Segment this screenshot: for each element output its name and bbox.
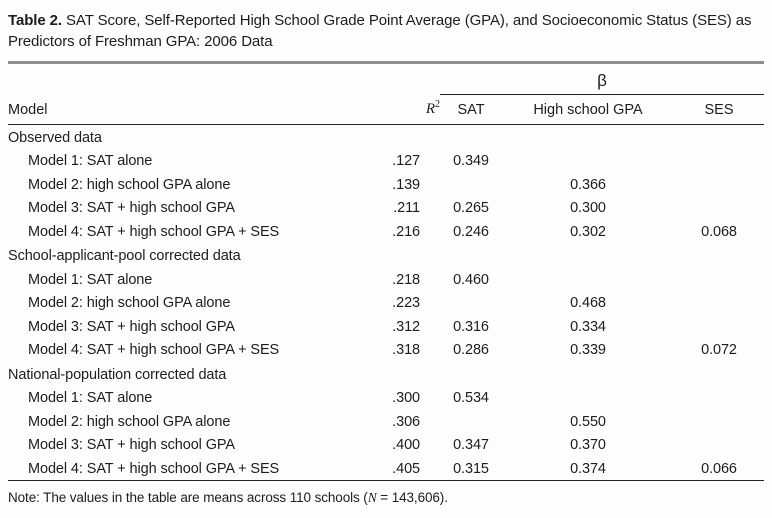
model-label: Model 1: SAT alone (28, 271, 153, 288)
section-label: National-population corrected data (8, 366, 227, 383)
table-caption: Table 2. SAT Score, Self-Reported High S… (8, 10, 764, 52)
r2-value: .223 (392, 295, 420, 312)
ses-beta-value: 0.068 (701, 223, 737, 240)
table-row: Model 3: SAT + high school GPA .312 0.31… (8, 315, 764, 339)
table-note: Note: The values in the table are means … (8, 481, 764, 506)
column-header-row: Model R2 SAT High school GPA SES (8, 94, 765, 125)
r2-value: .139 (392, 176, 420, 193)
column-header-r2: R2 (360, 94, 440, 125)
hsgpa-beta-value: 0.334 (570, 318, 606, 335)
sat-beta-value: 0.347 (453, 437, 489, 454)
ses-beta-value (674, 196, 764, 220)
sat-beta-value: 0.315 (453, 460, 489, 477)
ses-beta-value (674, 315, 764, 339)
section-label: School-applicant-pool corrected data (8, 248, 241, 265)
hsgpa-beta-value: 0.468 (570, 295, 606, 312)
model-label: Model 2: high school GPA alone (28, 413, 231, 430)
hsgpa-beta-value (502, 386, 674, 410)
column-header-sat: SAT (440, 94, 502, 125)
ses-beta-value (674, 173, 764, 197)
model-label: Model 4: SAT + high school GPA + SES (28, 342, 280, 359)
hsgpa-beta-value: 0.302 (570, 223, 606, 240)
model-label: Model 2: high school GPA alone (28, 295, 231, 312)
sat-beta-value: 0.460 (453, 271, 489, 288)
ses-beta-value: 0.066 (701, 460, 737, 477)
model-label: Model 3: SAT + high school GPA (28, 200, 235, 217)
r2-value: .400 (392, 437, 420, 454)
model-label: Model 1: SAT alone (28, 390, 153, 407)
hsgpa-beta-value (502, 268, 674, 292)
model-label: Model 4: SAT + high school GPA + SES (28, 460, 280, 477)
hsgpa-beta-value: 0.550 (570, 413, 606, 430)
ses-beta-value (674, 386, 764, 410)
note-text-prefix: Note: The values in the table are means … (8, 490, 368, 506)
column-header-hsgpa: High school GPA (502, 94, 674, 125)
model-label: Model 3: SAT + high school GPA (28, 437, 235, 454)
column-header-ses: SES (674, 94, 765, 125)
table-row: Model 1: SAT alone .218 0.460 (8, 268, 764, 292)
table-row: Model 4: SAT + high school GPA + SES .31… (8, 338, 764, 362)
hsgpa-beta-value (502, 149, 674, 173)
table-number-label: Table 2. (8, 12, 62, 29)
section-label: Observed data (8, 129, 102, 146)
model-label: Model 2: high school GPA alone (28, 176, 231, 193)
section-row: Observed data (8, 124, 764, 149)
table-row: Model 1: SAT alone .127 0.349 (8, 149, 764, 173)
sat-beta-value: 0.316 (453, 318, 489, 335)
table-caption-text: SAT Score, Self-Reported High School Gra… (8, 12, 752, 50)
model-label: Model 3: SAT + high school GPA (28, 318, 235, 335)
ses-beta-value (674, 291, 764, 315)
model-label: Model 1: SAT alone (28, 153, 153, 170)
ses-beta-value (674, 433, 764, 457)
hsgpa-beta-value: 0.366 (570, 176, 606, 193)
model-label: Model 4: SAT + high school GPA + SES (28, 223, 280, 240)
beta-spanner-row: β (8, 63, 765, 95)
sat-beta-value: 0.534 (453, 390, 489, 407)
sat-beta-value (440, 410, 502, 434)
r2-value: .216 (392, 223, 420, 240)
table-row: Model 4: SAT + high school GPA + SES .21… (8, 220, 764, 244)
sat-beta-value (440, 173, 502, 197)
r2-value: .312 (392, 318, 420, 335)
sat-beta-value: 0.286 (453, 342, 489, 359)
hsgpa-beta-value: 0.300 (570, 200, 606, 217)
column-header-model: Model (8, 94, 360, 125)
r2-value: .405 (392, 460, 420, 477)
r2-value: .318 (392, 342, 420, 359)
ses-beta-value (674, 149, 764, 173)
table-row: Model 4: SAT + high school GPA + SES .40… (8, 457, 764, 481)
table-row: Model 3: SAT + high school GPA .400 0.34… (8, 433, 764, 457)
ses-beta-value (674, 268, 764, 292)
hsgpa-beta-value: 0.339 (570, 342, 606, 359)
beta-spanner-spacer (8, 64, 440, 95)
r2-symbol: R (425, 100, 435, 117)
table-row: Model 3: SAT + high school GPA .211 0.26… (8, 196, 764, 220)
hsgpa-beta-value: 0.370 (570, 437, 606, 454)
n-symbol: N (367, 490, 377, 506)
sat-beta-value: 0.349 (453, 153, 489, 170)
sat-beta-value: 0.265 (453, 200, 489, 217)
table-row: Model 2: high school GPA alone .306 0.55… (8, 410, 764, 434)
sat-beta-value: 0.246 (453, 223, 489, 240)
r2-value: .306 (392, 413, 420, 430)
results-table: β Model R2 SAT High school GPA SES Obser… (8, 63, 765, 482)
table-row: Model 2: high school GPA alone .223 0.46… (8, 291, 764, 315)
table-row: Model 1: SAT alone .300 0.534 (8, 386, 764, 410)
r2-value: .300 (392, 390, 420, 407)
top-rule (8, 61, 764, 64)
r2-exponent: 2 (435, 99, 440, 110)
ses-beta-value (674, 410, 764, 434)
hsgpa-beta-value: 0.374 (570, 460, 606, 477)
sat-beta-value (440, 291, 502, 315)
r2-value: .218 (392, 271, 420, 288)
table-row: Model 2: high school GPA alone .139 0.36… (8, 173, 764, 197)
ses-beta-value: 0.072 (701, 342, 737, 359)
note-text-suffix: = 143,606). (376, 490, 448, 506)
beta-spanner-label: β (440, 63, 765, 95)
r2-value: .211 (393, 200, 420, 217)
section-row: National-population corrected data (8, 362, 764, 387)
r2-value: .127 (392, 153, 420, 170)
section-row: School-applicant-pool corrected data (8, 243, 764, 268)
